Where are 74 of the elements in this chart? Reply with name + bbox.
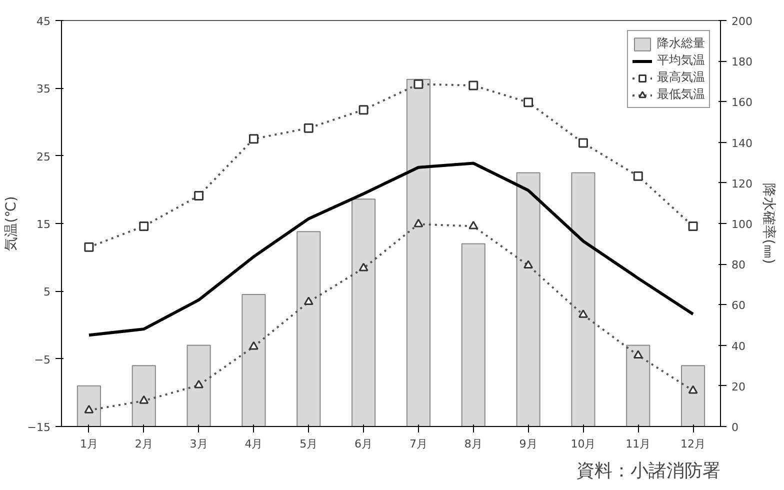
bar (516, 172, 540, 426)
bar (406, 78, 430, 426)
point (194, 380, 204, 388)
legend-label: 平均気温 (657, 52, 705, 69)
point (84, 242, 94, 252)
point (524, 260, 534, 269)
x-tick-label: 1月 (80, 438, 98, 450)
bar (626, 344, 650, 426)
text: 資料：小諸消防署 (576, 460, 720, 482)
bar (296, 231, 321, 426)
x-tick-label: 11月 (626, 438, 651, 450)
y-tick-label: −15 (27, 421, 51, 434)
legend-label: 降水総量 (657, 35, 705, 52)
y2-tick-label: 60 (732, 299, 746, 312)
y2-tick-label: 80 (732, 258, 746, 272)
point (524, 98, 534, 108)
point (414, 79, 424, 89)
x-tick-label: 3月 (190, 438, 208, 450)
legend-label: 最低気温 (657, 86, 705, 103)
point (248, 134, 258, 144)
y2-tick-label: 20 (732, 380, 746, 394)
bar (76, 385, 101, 426)
x-tick-label: 2月 (134, 438, 153, 450)
point (139, 221, 149, 231)
y2-tick-label: 0 (732, 421, 738, 434)
y-axis-title: 気温(℃) (3, 196, 20, 251)
bar (352, 198, 376, 426)
point (414, 218, 424, 228)
point (304, 123, 314, 133)
point (578, 138, 588, 148)
point (139, 395, 149, 404)
y2-tick-label: 120 (732, 177, 752, 190)
point (248, 341, 258, 350)
x-tick-label: 12月 (680, 438, 706, 450)
y-tick-label: 25 (36, 150, 51, 164)
y2-axis-title: 降水確率(㎜) (760, 183, 776, 264)
y2-tick-label: 180 (732, 56, 752, 69)
y2-tick-label: 100 (732, 218, 752, 231)
x-tick-label: 8月 (464, 438, 482, 450)
y-tick-label: 35 (36, 82, 51, 96)
bar (186, 344, 211, 426)
x-tick-label: 5月 (300, 438, 318, 450)
x-tick-label: 7月 (409, 438, 428, 450)
bar (242, 294, 266, 426)
point (358, 105, 368, 115)
x-tick-label: 9月 (519, 438, 538, 450)
point (468, 80, 478, 90)
point (84, 404, 94, 414)
x-tick-label: 10月 (570, 438, 596, 450)
legend-label: 最高気温 (657, 69, 705, 86)
point (468, 220, 478, 230)
y-tick-label: 15 (36, 218, 51, 231)
y2-tick-label: 140 (732, 136, 752, 150)
y-tick-label: −5 (34, 353, 51, 366)
point (688, 385, 698, 394)
y-tick-label: 5 (44, 286, 50, 299)
point (688, 221, 698, 231)
bar (681, 365, 706, 426)
bar (571, 172, 596, 426)
point (633, 171, 643, 181)
y2-tick-label: 200 (732, 15, 752, 28)
point (194, 191, 204, 201)
line-series (87, 162, 695, 337)
x-tick-label: 6月 (354, 438, 373, 450)
y2-tick-label: 160 (732, 96, 752, 110)
bar (461, 243, 486, 426)
point (304, 296, 314, 306)
point (358, 262, 368, 272)
point (578, 309, 588, 318)
point (633, 350, 643, 359)
y-tick-label: 45 (36, 15, 51, 28)
bar (132, 365, 156, 426)
y2-tick-label: 40 (732, 340, 746, 353)
x-tick-label: 4月 (244, 438, 263, 450)
